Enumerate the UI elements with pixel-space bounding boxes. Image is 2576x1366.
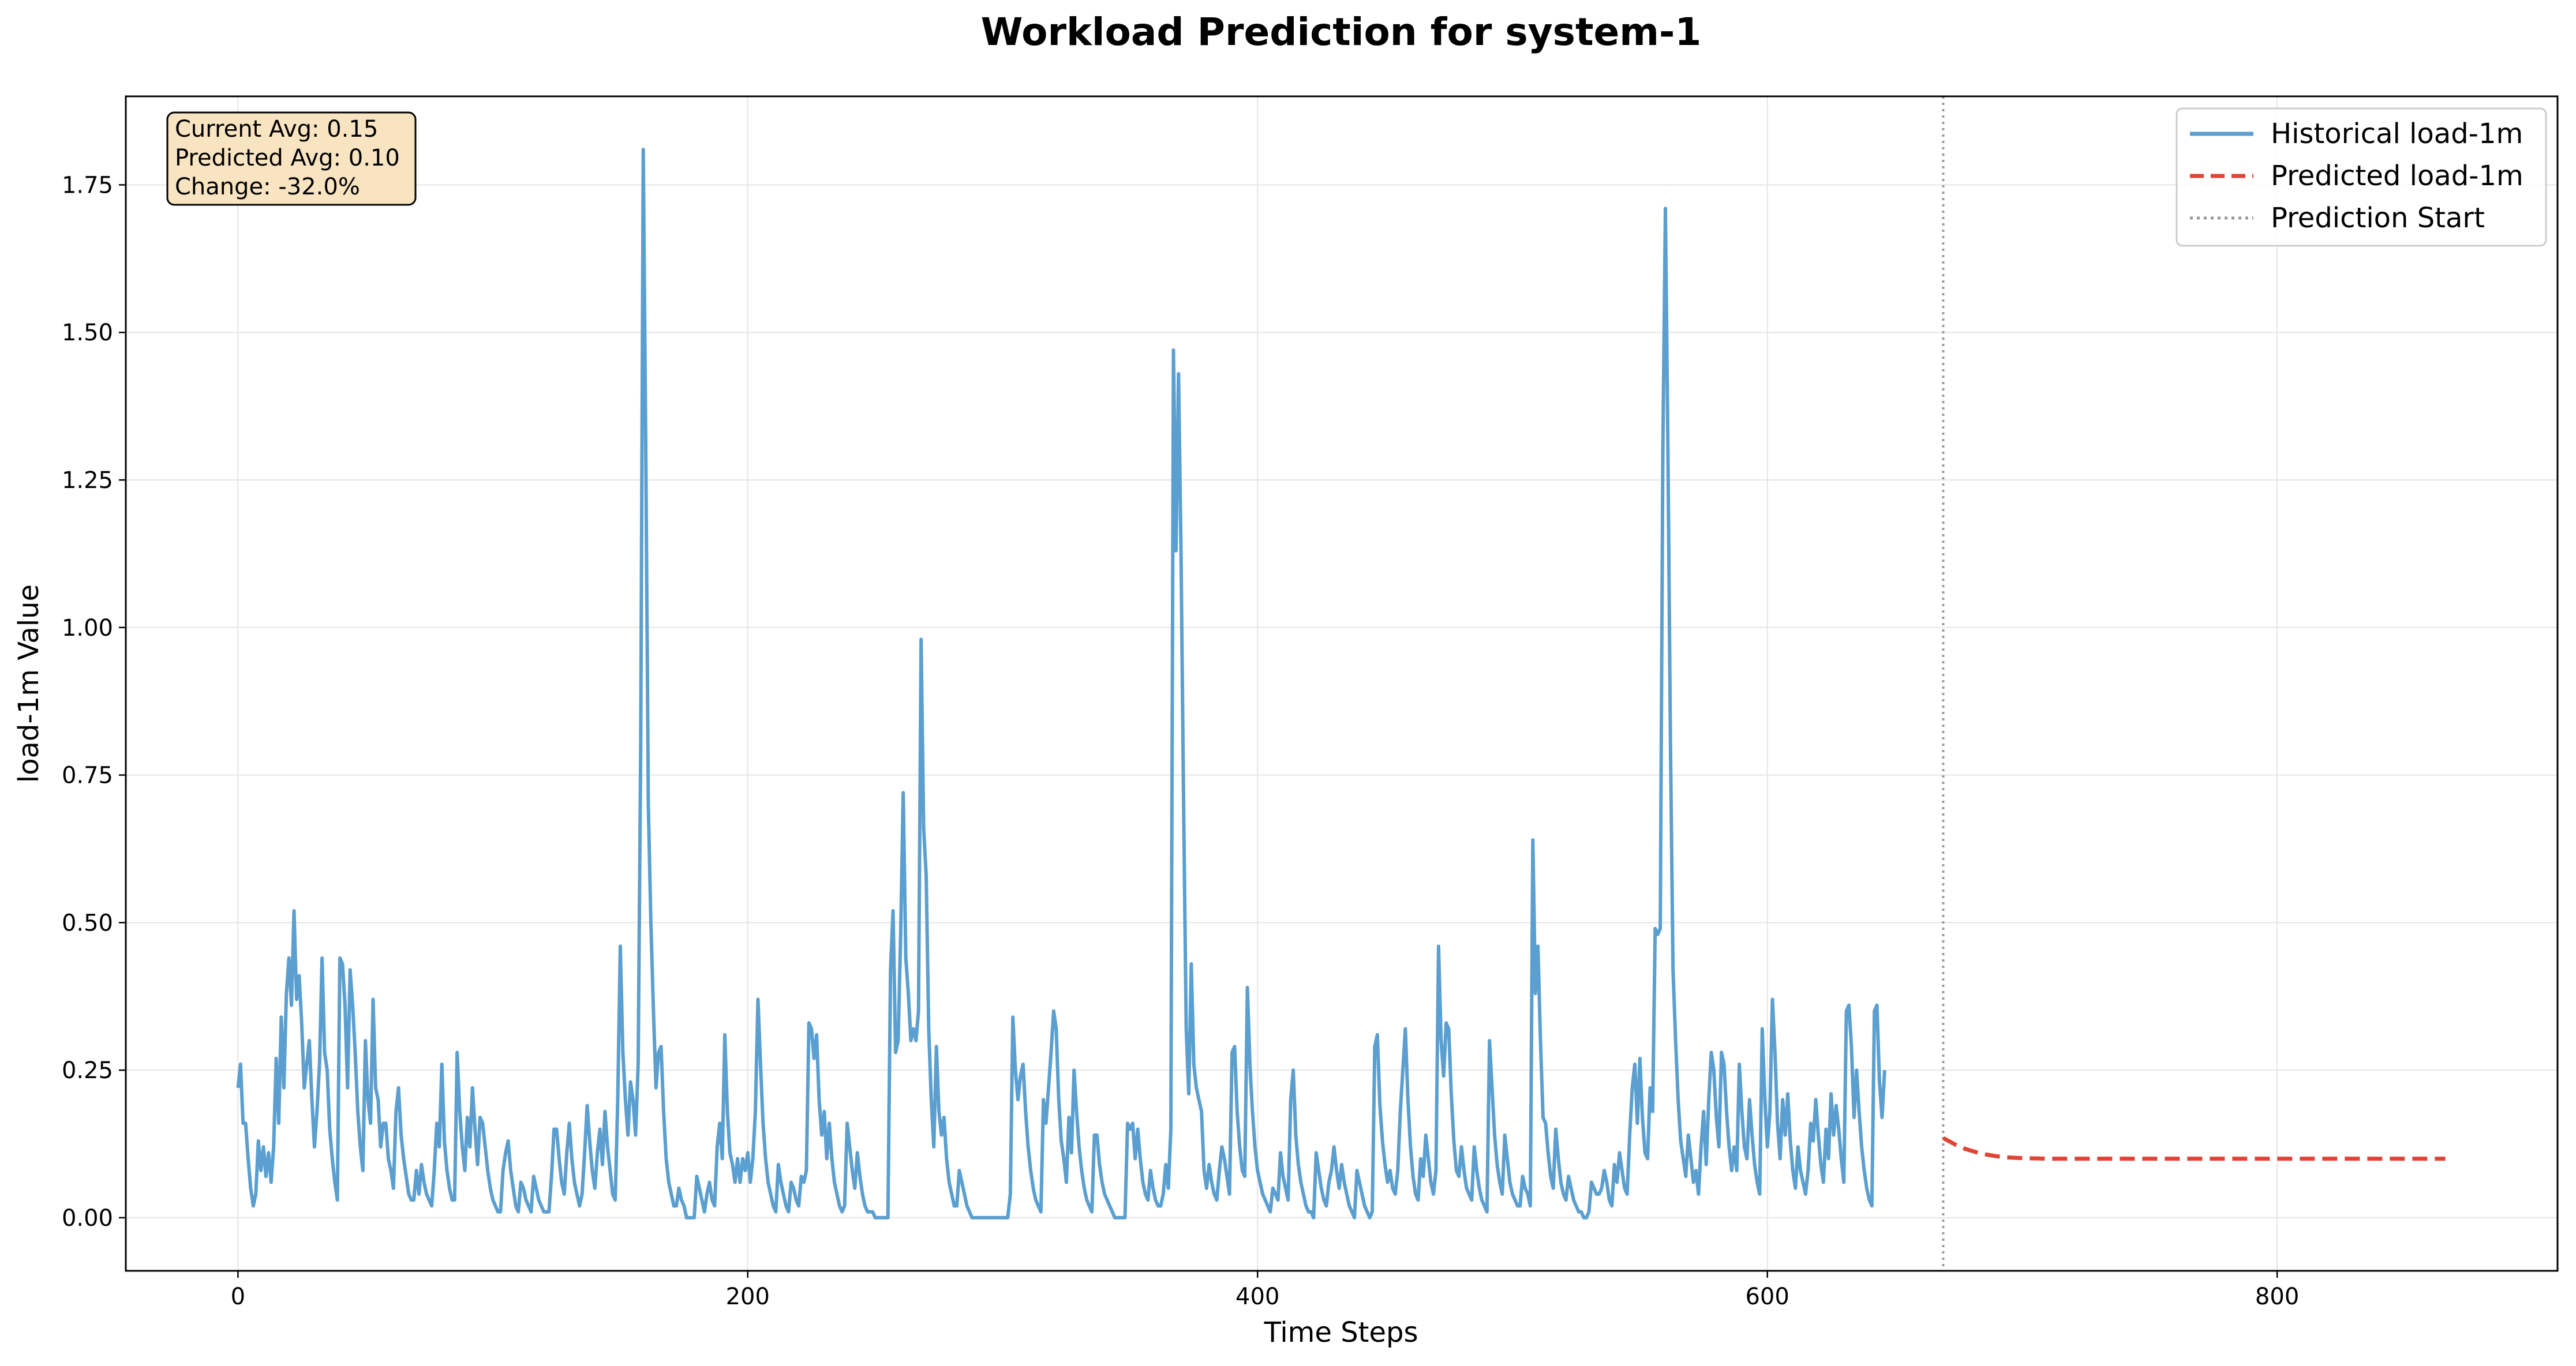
x-tick-label: 600 xyxy=(1745,1284,1789,1310)
y-tick-label: 0.50 xyxy=(62,910,113,936)
legend: Historical load-1m Predicted load-1m Pre… xyxy=(2176,107,2547,247)
legend-predicted-label: Predicted load-1m xyxy=(2271,160,2523,192)
chart-title: Workload Prediction for system-1 xyxy=(981,10,1702,54)
info-current-avg: Current Avg: 0.15 xyxy=(175,116,378,142)
x-tick-label: 800 xyxy=(2255,1284,2299,1310)
legend-historical-label: Historical load-1m xyxy=(2271,118,2523,150)
y-tick-label: 1.75 xyxy=(62,172,113,198)
x-axis-label: Time Steps xyxy=(1263,1316,1418,1349)
x-axis: 0 200 400 600 800 xyxy=(231,1271,2299,1310)
y-axis-label: load-1m Value xyxy=(13,584,45,783)
info-change: Change: -32.0% xyxy=(175,174,360,200)
predicted-series-line xyxy=(1942,1136,2446,1161)
y-tick-label: 0.25 xyxy=(62,1057,113,1084)
y-tick-label: 0.75 xyxy=(62,763,113,789)
plot-series xyxy=(236,148,2446,1219)
y-axis: 0.00 0.25 0.50 0.75 1.00 1.25 1.50 1.75 xyxy=(62,172,126,1232)
x-tick-label: 0 xyxy=(231,1284,245,1310)
legend-prediction-start-label: Prediction Start xyxy=(2271,202,2485,234)
legend-box xyxy=(2176,107,2547,247)
historical-series-line xyxy=(236,148,1886,1219)
y-tick-label: 1.25 xyxy=(62,467,113,494)
y-tick-label: 0.00 xyxy=(62,1205,113,1232)
y-tick-label: 1.50 xyxy=(62,320,113,346)
info-box-background xyxy=(166,111,417,206)
y-tick-label: 1.00 xyxy=(62,615,113,641)
grid xyxy=(126,96,2558,1271)
x-tick-label: 200 xyxy=(726,1284,770,1310)
stats-info-box: Current Avg: 0.15 Predicted Avg: 0.10 Ch… xyxy=(166,111,417,206)
info-predicted-avg: Predicted Avg: 0.10 xyxy=(175,145,400,171)
plot-frame xyxy=(125,95,2559,1272)
x-tick-label: 400 xyxy=(1235,1284,1279,1310)
